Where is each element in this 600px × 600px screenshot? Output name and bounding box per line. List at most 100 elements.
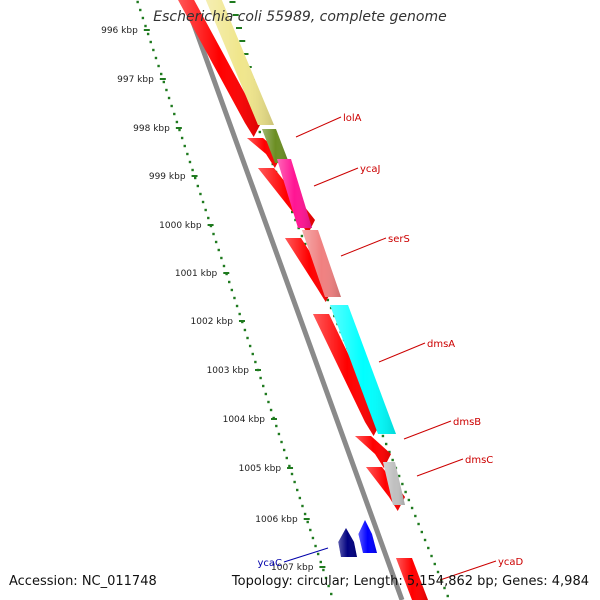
gene-feature-serS-shade: [302, 230, 341, 297]
ruler-dot: [170, 104, 173, 108]
ruler-tick-label: 1003 kbp: [207, 366, 250, 376]
ruler-dot: [228, 280, 231, 284]
ruler-tick-label: 1004 kbp: [223, 415, 266, 425]
gene-feature-lolA-region-shade: [205, 0, 274, 125]
inner-ruler-dot: [430, 554, 433, 558]
gene-feature-cds-shade: [313, 314, 381, 436]
inner-ruler-dot: [384, 442, 388, 446]
ruler-dot: [173, 112, 176, 116]
ruler-dot: [248, 344, 252, 348]
gene-label-leader: [340, 237, 387, 257]
ruler-dot: [214, 240, 218, 244]
inner-ruler-dot: [446, 594, 449, 598]
inner-ruler-dot: [388, 450, 391, 454]
ruler-dot: [262, 384, 265, 388]
gene-label-ycac[interactable]: ycaC: [257, 558, 282, 569]
gene-label-leader: [403, 420, 452, 440]
ruler-dot: [196, 184, 200, 188]
ruler-dot: [264, 392, 268, 396]
ruler-dot: [165, 88, 168, 92]
ruler-dot: [246, 336, 249, 340]
gene-label-dmsb[interactable]: dmsB: [453, 417, 481, 428]
ruler-tick-label: 1001 kbp: [175, 269, 218, 279]
inner-ruler-dot: [436, 570, 440, 574]
ruler-dot: [296, 488, 299, 492]
ruler-dot: [201, 200, 205, 204]
gene-label-lola[interactable]: lolA: [343, 113, 362, 124]
ruler-dot: [194, 176, 197, 180]
genome-title: Escherichia coli 55989, complete genome: [153, 9, 447, 25]
ruler-dot: [146, 32, 150, 36]
ruler-dot: [222, 264, 226, 268]
gene-label-leader: [439, 560, 497, 581]
inner-ruler-dot: [391, 458, 394, 462]
ruler-dot: [269, 408, 273, 412]
gene-label-ycad[interactable]: ycaD: [498, 557, 524, 568]
gene-label-ycaj[interactable]: ycaJ: [360, 164, 381, 175]
backbone-line: [182, 0, 405, 600]
ruler-dot: [285, 456, 288, 460]
gene-feature-ycaC-b-shade: [358, 520, 377, 553]
ruler-dot: [316, 552, 320, 556]
gene-label-dmsa[interactable]: dmsA: [427, 339, 455, 350]
ruler-tick-label: 996 kbp: [101, 26, 138, 36]
inner-ruler-dot: [303, 242, 307, 246]
inner-ruler-dot: [401, 482, 404, 486]
inner-ruler-dot: [410, 506, 414, 510]
ruler-tick-label: 1005 kbp: [239, 464, 282, 474]
ruler-tick-label: 1007 kbp: [271, 563, 314, 573]
backbone: [182, 0, 405, 600]
ruler-dot: [167, 96, 171, 100]
gene-feature-cds-shade: [247, 138, 282, 168]
ruler-dot: [306, 520, 309, 524]
ruler-dot: [322, 568, 325, 572]
ruler-tick-label: 999 kbp: [149, 172, 186, 182]
ruler-dot: [152, 48, 155, 52]
inner-ruler-dot: [433, 562, 436, 566]
inner-ruler-dot: [329, 306, 333, 310]
inner-ruler-dot: [420, 530, 424, 534]
ruler-tick-label: 1002 kbp: [191, 317, 234, 327]
gene-feature-cds-shade: [285, 238, 333, 302]
ruler-dot: [254, 360, 257, 364]
inner-ruler-dot: [381, 434, 385, 438]
ruler-dot: [212, 232, 215, 236]
ruler-dot: [330, 592, 333, 596]
ruler-dot: [191, 168, 194, 172]
inner-ruler-dot: [291, 210, 294, 214]
inner-ruler-dot: [326, 298, 330, 302]
inner-ruler-dot: [300, 234, 304, 238]
ruler-tick-label: 1000 kbp: [159, 221, 202, 231]
gene-label-leader: [295, 116, 342, 138]
ruler-dot: [199, 192, 202, 196]
ruler-dot: [183, 144, 186, 148]
ruler-dot: [154, 56, 158, 60]
ruler-dot: [314, 544, 317, 548]
ruler-dot: [298, 496, 302, 500]
inner-ruler-dot: [258, 130, 262, 134]
ruler-dot: [259, 376, 262, 380]
ruler-dot: [136, 0, 139, 4]
ruler-dot: [204, 208, 207, 212]
ruler-dot: [207, 216, 210, 220]
ruler-dot: [217, 248, 220, 252]
ruler-dot: [311, 536, 315, 540]
ruler-dot: [275, 424, 278, 428]
gene-label-sers[interactable]: serS: [388, 234, 410, 245]
gene-label-dmsc[interactable]: dmsC: [465, 455, 493, 466]
ruler-dot: [149, 40, 152, 44]
genome-summary: Topology: circular; Length: 5,154,862 bp…: [231, 574, 589, 589]
ruler-dot: [301, 504, 304, 508]
ruler-tick-label: 997 kbp: [117, 75, 154, 85]
inner-ruler-dot: [423, 538, 427, 542]
gene-feature-dmsA-shade: [330, 305, 396, 434]
gene-labels: lolA ycaJ serS dmsA dmsB dmsC ycaC ycaD: [257, 113, 524, 581]
gene-feature-dmsC-shade: [383, 462, 405, 505]
ruler-dot: [288, 464, 291, 468]
accession-text: Accession: NC_011748: [9, 574, 157, 589]
ruler-dot: [235, 304, 239, 308]
gene-label-leader: [378, 342, 426, 363]
gene-feature-ycaJ-shade: [277, 159, 312, 228]
inner-ruler-dot: [427, 546, 430, 550]
